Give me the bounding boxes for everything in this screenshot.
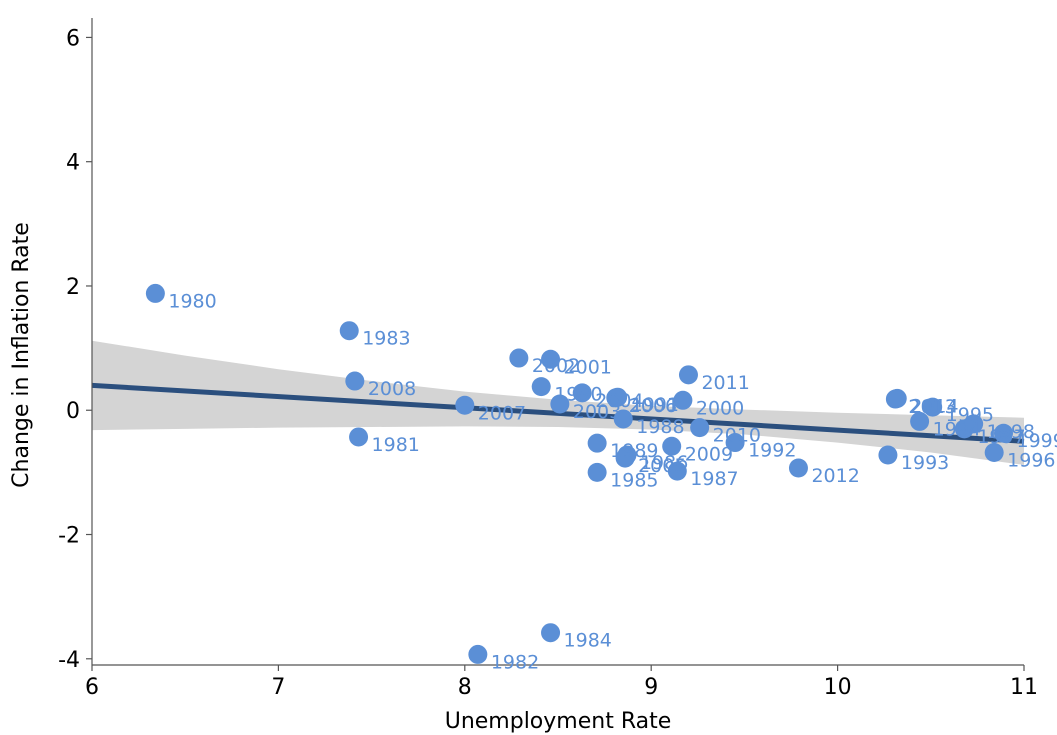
data-label-1984: 1984 xyxy=(564,630,612,652)
data-label-2006: 2006 xyxy=(629,395,677,417)
x-tick-label: 7 xyxy=(271,675,285,700)
data-label-1991: 1991 xyxy=(631,394,679,416)
data-label-2014: 2014 xyxy=(910,395,958,417)
data-label-1986: 1986 xyxy=(640,452,688,474)
data-point-1985 xyxy=(587,462,607,482)
y-tick-label: 2 xyxy=(66,275,80,300)
data-label-2011: 2011 xyxy=(701,372,749,394)
data-point-1984 xyxy=(541,623,561,643)
y-tick-label: -2 xyxy=(58,524,80,549)
data-label-1992: 1992 xyxy=(748,440,796,462)
data-label-2003: 2003 xyxy=(573,401,621,423)
data-point-2008 xyxy=(345,371,365,391)
data-label-1980: 1980 xyxy=(168,290,216,312)
data-label-2002: 2002 xyxy=(532,355,580,377)
data-label-1995: 1995 xyxy=(946,404,994,426)
data-point-2009 xyxy=(662,436,682,456)
data-label-1982: 1982 xyxy=(491,651,539,673)
data-label-2010: 2010 xyxy=(713,425,761,447)
data-point-2014 xyxy=(887,388,907,408)
data-label-1998: 1998 xyxy=(987,421,1035,443)
x-tick-label: 11 xyxy=(1010,675,1038,700)
data-label-2000: 2000 xyxy=(696,397,744,419)
data-point-1980 xyxy=(145,283,165,303)
data-label-1989: 1989 xyxy=(610,440,658,462)
data-point-1994 xyxy=(910,411,930,431)
x-axis-title: Unemployment Rate xyxy=(445,709,672,734)
data-point-2003 xyxy=(550,394,570,414)
data-point-1988 xyxy=(613,409,633,429)
data-point-2005 xyxy=(615,448,635,468)
data-point-2012 xyxy=(788,458,808,478)
axes xyxy=(91,18,1024,666)
data-label-2004: 2004 xyxy=(595,390,643,412)
data-label-1990: 1990 xyxy=(554,384,602,406)
data-label-2001: 2001 xyxy=(564,356,612,378)
data-point-1995 xyxy=(923,397,943,417)
x-tick-label: 9 xyxy=(644,675,658,700)
data-label-2005: 2005 xyxy=(638,455,686,477)
data-label-1994: 1994 xyxy=(933,418,981,440)
x-tick-label: 8 xyxy=(458,675,472,700)
data-point-2002 xyxy=(509,348,529,368)
y-tick-label: -4 xyxy=(58,648,80,673)
y-tick-label: 6 xyxy=(66,26,80,51)
ticks: 6 7 8 9 10 11 -4 -2 0 2 4 6 xyxy=(58,26,1038,700)
data-point-2006 xyxy=(606,388,626,408)
data-label-2009: 2009 xyxy=(685,443,733,465)
data-point-2007 xyxy=(455,395,475,415)
y-tick-label: 0 xyxy=(66,399,80,424)
data-point-1996 xyxy=(984,442,1004,462)
data-point-1990 xyxy=(531,377,551,397)
data-label-1999: 1999 xyxy=(1016,430,1057,452)
data-point-1982 xyxy=(468,644,488,664)
data-point-1998 xyxy=(964,414,984,434)
data-point-1992 xyxy=(725,433,745,453)
data-point-1983 xyxy=(339,321,359,341)
data-label-2008: 2008 xyxy=(368,378,416,400)
data-point-1999 xyxy=(993,423,1013,443)
data-label-1983: 1983 xyxy=(362,328,410,350)
data-label-1988: 1988 xyxy=(636,416,684,438)
data-point-1993 xyxy=(878,445,898,465)
data-label-2013: 2013 xyxy=(908,396,956,418)
data-label-1997: 1997 xyxy=(977,426,1025,448)
data-label-1981: 1981 xyxy=(372,434,420,456)
data-label-2007: 2007 xyxy=(478,402,526,424)
data-point-1981 xyxy=(349,427,369,447)
data-label-2012: 2012 xyxy=(811,465,859,487)
fit-line xyxy=(91,382,1025,444)
x-tick-label: 10 xyxy=(824,675,852,700)
data-point-2011 xyxy=(678,365,698,385)
data-point-2010 xyxy=(690,418,710,438)
data-label-1993: 1993 xyxy=(901,452,949,474)
data-point-1987 xyxy=(667,461,687,481)
data-points xyxy=(145,283,1013,664)
data-point-2004 xyxy=(572,383,592,403)
x-tick-label: 6 xyxy=(85,675,99,700)
data-point-1989 xyxy=(587,433,607,453)
y-tick-label: 4 xyxy=(66,151,80,176)
fit-line-layer xyxy=(91,382,1025,444)
data-point-2001 xyxy=(541,349,561,369)
data-label-1985: 1985 xyxy=(610,469,658,491)
data-point-2000 xyxy=(673,390,693,410)
data-label-1987: 1987 xyxy=(690,468,738,490)
y-axis-title: Change in Inflation Rate xyxy=(9,222,34,488)
data-label-1996: 1996 xyxy=(1007,449,1055,471)
